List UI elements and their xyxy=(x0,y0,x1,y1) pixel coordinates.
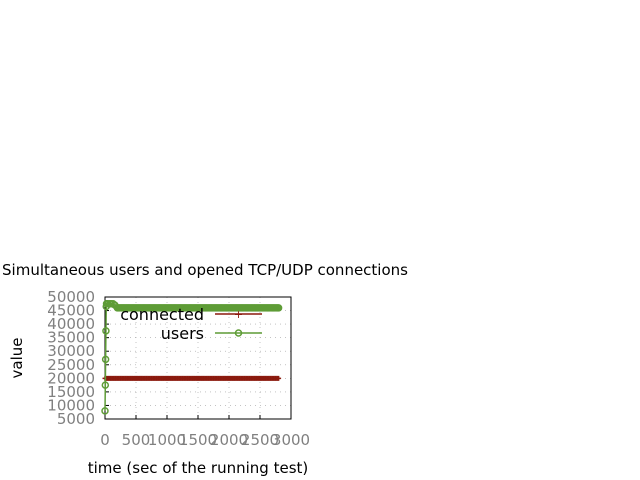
legend-label-users: users xyxy=(161,324,204,343)
series-connected xyxy=(102,375,282,381)
y-tick-label: 10000 xyxy=(47,396,95,414)
connected-marker xyxy=(276,375,282,381)
x-tick-label: 2500 xyxy=(241,431,279,449)
y-tick-label: 15000 xyxy=(47,383,95,401)
y-tick-label: 35000 xyxy=(47,329,95,347)
users-marker xyxy=(102,327,110,335)
users-marker xyxy=(101,381,110,389)
legend-label-connected: connected xyxy=(120,305,204,324)
y-axis-label: value xyxy=(8,338,26,379)
users-marker xyxy=(101,355,110,364)
chart-title: Simultaneous users and opened TCP/UDP co… xyxy=(2,261,408,279)
legend-marker-connected: + xyxy=(234,308,243,321)
y-tick-label: 40000 xyxy=(47,315,95,333)
legend[interactable]: connected + users xyxy=(120,305,262,343)
y-tick-label: 5000 xyxy=(57,410,95,428)
series-users xyxy=(101,300,283,415)
y-ticks: 5000100001500020000250003000035000400004… xyxy=(47,288,109,428)
x-tick-label: 2000 xyxy=(210,431,248,449)
y-tick-label: 50000 xyxy=(47,288,95,306)
y-tick-label: 45000 xyxy=(47,302,95,320)
x-tick-label: 1500 xyxy=(179,431,217,449)
y-tick-label: 20000 xyxy=(47,369,95,387)
x-axis-label: time (sec of the running test) xyxy=(88,459,309,477)
legend-marker-users xyxy=(234,329,243,337)
y-tick-label: 30000 xyxy=(47,342,95,360)
x-tick-label: 1000 xyxy=(148,431,186,449)
users-marker xyxy=(101,407,109,415)
users-marker xyxy=(274,304,283,312)
y-tick-label: 25000 xyxy=(47,356,95,374)
x-tick-label: 500 xyxy=(122,431,151,449)
x-tick-label: 0 xyxy=(100,431,110,449)
x-tick-label: 3000 xyxy=(272,431,310,449)
